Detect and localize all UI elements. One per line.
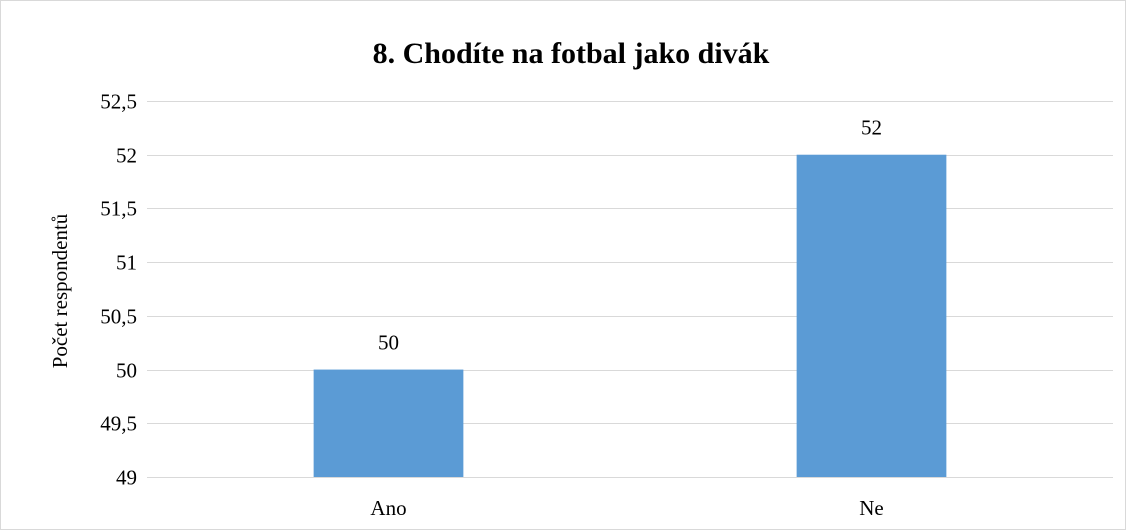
- chart-title: 8. Chodíte na fotbal jako divák: [373, 37, 770, 70]
- data-labels: 50 52: [378, 116, 882, 355]
- bar-ne: [796, 154, 947, 477]
- x-tick-labels: Ano Ne: [370, 496, 883, 520]
- y-tick-label: 49,5: [100, 412, 137, 436]
- data-label: 50: [378, 331, 399, 355]
- y-tick-label: 51,5: [100, 197, 137, 221]
- y-tick-label: 52: [116, 144, 137, 168]
- y-tick-label: 51: [116, 251, 137, 275]
- bars: [313, 154, 947, 477]
- gridlines: [147, 101, 1113, 478]
- data-label: 52: [861, 116, 882, 140]
- bar-ano: [313, 369, 464, 477]
- x-tick-label: Ano: [370, 496, 406, 520]
- y-axis-label: Počet respondentů: [48, 213, 72, 368]
- y-tick-label: 50,5: [100, 305, 137, 329]
- y-tick-label: 52,5: [100, 90, 137, 114]
- y-tick-label: 50: [116, 359, 137, 383]
- x-tick-label: Ne: [859, 496, 884, 520]
- y-tick-labels: 49 49,5 50 50,5 51 51,5 52 52,5: [100, 90, 137, 490]
- y-tick-label: 49: [116, 466, 137, 490]
